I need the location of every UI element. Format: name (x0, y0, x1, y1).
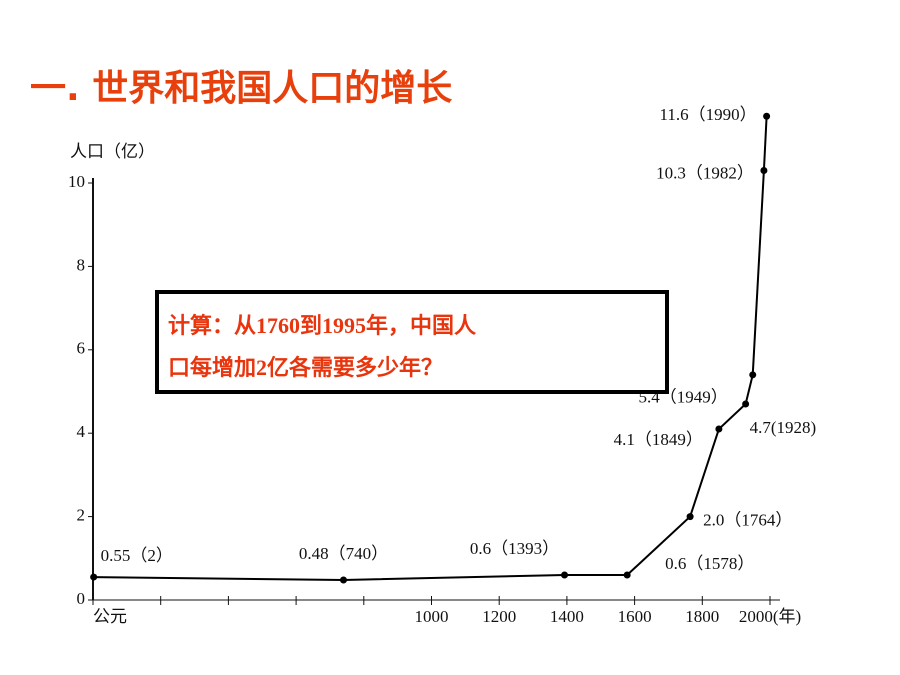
data-point (715, 425, 723, 433)
callout-text: 计算：从1760到1995年，中国人 (168, 313, 476, 338)
x-tick-label: 公元 (93, 607, 127, 626)
data-point (339, 576, 347, 584)
x-tick-label: 1400 (550, 607, 584, 626)
data-point (686, 513, 694, 521)
data-label: 0.48（740） (299, 544, 388, 563)
x-tick-label: 1800 (685, 607, 719, 626)
y-tick-label: 10 (68, 172, 85, 191)
callout-box (155, 290, 669, 394)
y-tick-label: 2 (77, 506, 86, 525)
data-point (742, 400, 750, 408)
y-axis-label: 人口（亿） (70, 142, 155, 161)
data-label: 2.0（1764） (703, 511, 792, 530)
callout-text: 口每增加2亿各需要多少年？ (168, 355, 443, 380)
data-point (760, 166, 768, 174)
x-tick-label: 1000 (415, 607, 449, 626)
data-point (90, 573, 98, 581)
data-label: 4.7(1928) (750, 418, 817, 437)
data-label: 0.6（1578） (665, 554, 754, 573)
data-label: 11.6（1990） (659, 105, 756, 124)
data-point (561, 571, 569, 579)
slide-title: 一. 世界和我国人口的增长 (30, 68, 452, 109)
x-tick-label: 1600 (618, 607, 652, 626)
data-label: 4.1（1849） (614, 430, 703, 449)
y-tick-label: 0 (77, 589, 86, 608)
x-tick-label: 2000(年) (739, 607, 801, 626)
data-point (749, 371, 757, 379)
y-tick-label: 6 (77, 339, 86, 358)
x-tick-label: 1200 (482, 607, 516, 626)
data-label: 10.3（1982） (656, 163, 754, 182)
y-tick-label: 4 (77, 422, 86, 441)
population-line (93, 116, 768, 581)
data-label: 0.6（1393） (470, 539, 559, 558)
data-label: 0.55（2） (101, 546, 173, 565)
y-tick-label: 8 (77, 255, 86, 274)
plot: 0 2 4 6 8 10 公元 1000 1200 1400 1600 1800 2000(年) 0.55… (68, 105, 816, 626)
data-point (623, 571, 631, 579)
data-point (763, 112, 771, 120)
